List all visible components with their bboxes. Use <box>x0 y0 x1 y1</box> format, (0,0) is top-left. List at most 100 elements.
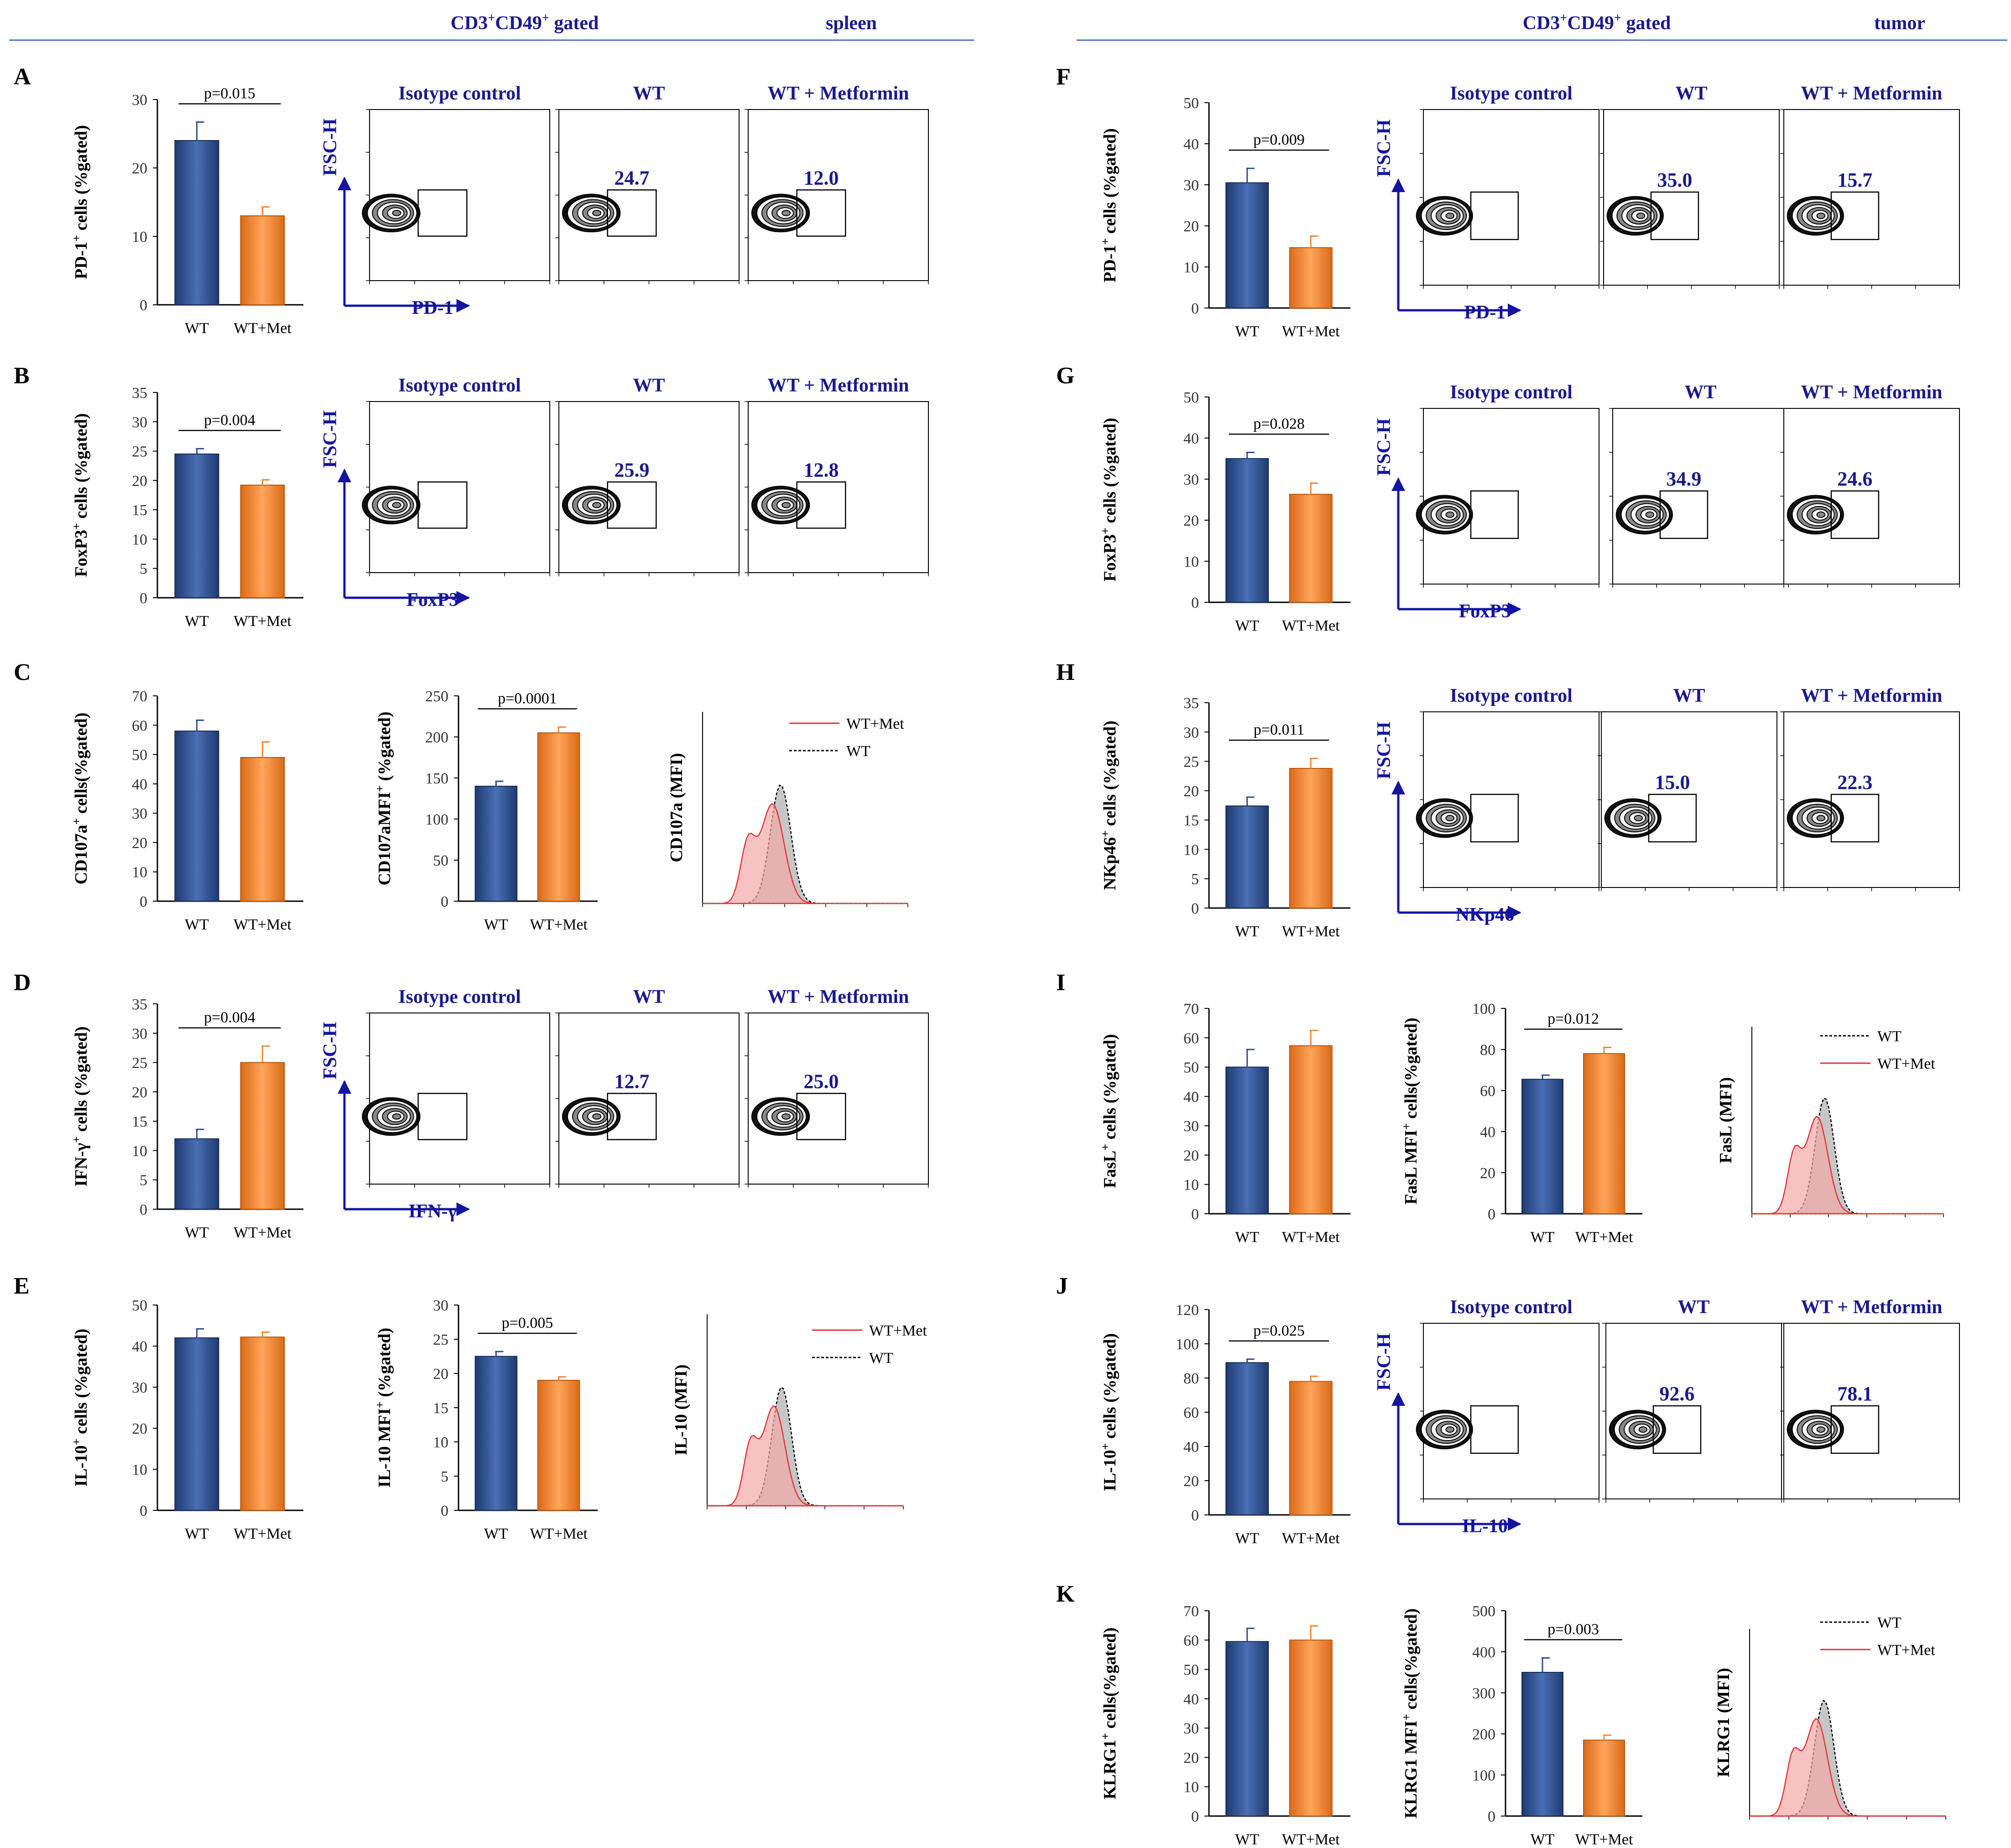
flow-plot-wt: WT 15.0 <box>1598 685 1777 891</box>
y-tick-label: 35 <box>132 996 147 1013</box>
x-tick-label: WT+Met <box>234 320 292 337</box>
y-axis-label: NKp46+​ cells (%gated) <box>1099 720 1120 890</box>
gate-box <box>796 189 846 237</box>
fsc-axis-label: FSC-H <box>1374 120 1395 177</box>
x-tick-label: WT+Met <box>530 1525 588 1542</box>
bar-chart-G: 0 10 20 30 40 50 WT WT+Met p=0.028 FoxP3+​ cells … <box>1099 389 1350 634</box>
fsc-axis-label: FSC-H <box>320 119 341 176</box>
x-tick-label: WT <box>1235 323 1259 340</box>
bar-met <box>240 1062 285 1210</box>
gate-box <box>1830 490 1880 539</box>
y-tick-label: 40 <box>1183 136 1199 153</box>
y-tick-label: 50 <box>132 1297 147 1314</box>
y-axis-label: PD-1+​ cells (%gated) <box>1099 128 1120 282</box>
y-tick-label: 0 <box>1191 1507 1199 1524</box>
flow-panel-B: Isotype control WT 25.9 WT + Metformin 12.8 F… <box>320 375 929 611</box>
gate-percentage: 24.7 <box>614 167 649 189</box>
y-tick-label: 50 <box>433 852 448 869</box>
y-tick-label: 30 <box>1183 1720 1199 1737</box>
y-tick-label: 30 <box>132 1025 147 1042</box>
y-tick-label: 20 <box>1183 1749 1199 1766</box>
bar-chart-E2: 0 5 10 15 20 25 30 WT WT+Met p=0.005 IL-10 MFI+​ (… <box>373 1297 598 1542</box>
gate-percentage: 22.3 <box>1837 771 1872 793</box>
flow-plot-title: WT + Metformin <box>767 375 909 396</box>
y-tick-label: 70 <box>132 688 147 705</box>
bar-chart-K2: 0 100 200 300 400 500 WT WT+Met p=0.003 KLRG1 MFI… <box>1400 1603 1642 1848</box>
cell-population-contour <box>392 1113 401 1120</box>
flow-plot-metformin: WT + Metformin 25.0 <box>745 987 929 1188</box>
y-tick-label: 10 <box>1183 841 1199 858</box>
y-tick-label: 10 <box>132 1462 147 1478</box>
cell-population-contour <box>781 209 791 216</box>
gate-box <box>1470 793 1519 843</box>
y-tick-label: 200 <box>1472 1726 1495 1743</box>
p-value: p=0.004 <box>204 1009 255 1026</box>
y-tick-label: 40 <box>1183 1691 1199 1708</box>
gate-percentage: 15.7 <box>1837 169 1872 191</box>
bar-wt <box>1521 1672 1563 1817</box>
flow-plot-title: WT <box>633 83 665 104</box>
y-tick-label: 30 <box>132 805 147 822</box>
gate-percentage: 25.0 <box>803 1070 839 1092</box>
panel-letter-D: D <box>14 970 31 996</box>
y-tick-label: 10 <box>132 229 147 245</box>
bar-chart-J: 0 20 40 60 80 100 120 WT WT+Met p=0.025 IL-10+​ ce… <box>1099 1302 1350 1547</box>
hist-wt <box>707 1387 903 1507</box>
x-tick-label: WT+Met <box>1575 1229 1633 1246</box>
flow-plot-isotype: Isotype control <box>362 83 550 284</box>
x-tick-label: WT <box>1235 1530 1259 1547</box>
y-tick-label: 0 <box>140 297 147 314</box>
bar-wt <box>174 1337 219 1511</box>
p-value: p=0.012 <box>1547 1011 1599 1028</box>
flow-plot-wt: WT 24.7 <box>555 83 740 284</box>
y-tick-label: 30 <box>1183 1118 1199 1135</box>
y-axis-label: FasL MFI+​ cells(%gated) <box>1400 1018 1421 1205</box>
y-tick-label: 0 <box>1191 595 1199 611</box>
flow-plot-wt: WT 92.6 <box>1602 1297 1782 1503</box>
flow-plot-title: WT + Metformin <box>1801 382 1942 403</box>
y-axis-label: KLRG1 MFI+​ cells(%gated) <box>1400 1608 1421 1818</box>
cell-population-contour <box>1634 814 1643 821</box>
y-axis-label: CD107aMFI+​ (%gated) <box>373 711 394 885</box>
p-value: p=0.0001 <box>498 690 557 707</box>
flow-plot-title: WT + Metformin <box>1801 83 1942 104</box>
panel-letter-H: H <box>1056 659 1074 685</box>
bar-wt <box>474 1356 518 1511</box>
y-tick-label: 100 <box>425 811 448 828</box>
y-tick-label: 25 <box>1183 754 1199 771</box>
fsc-axis-label: FSC-H <box>1374 722 1395 779</box>
cell-population-contour <box>592 501 602 508</box>
legend-label: WT <box>869 1350 893 1367</box>
x-tick-label: WT+Met <box>1282 1530 1340 1547</box>
flow-plot-metformin: WT + Metformin 22.3 <box>1780 685 1960 891</box>
hist-y-label: FasL (MFI) <box>1716 1077 1735 1164</box>
y-axis-label: KLRG1+​ cells(%gated) <box>1099 1628 1120 1800</box>
hist-met <box>707 1405 903 1507</box>
y-tick-label: 60 <box>1183 1632 1199 1649</box>
marker-axis-label: PD-1 <box>1464 302 1506 323</box>
bar-wt <box>174 140 219 305</box>
p-value: p=0.025 <box>1253 1322 1305 1339</box>
y-axis-label: IFN-γ+​ cells (%gated) <box>70 1026 91 1186</box>
gate-percentage: 78.1 <box>1837 1383 1872 1405</box>
flow-plot-title: Isotype control <box>398 375 521 396</box>
flow-plot-isotype: Isotype control <box>1416 83 1599 289</box>
y-tick-label: 25 <box>433 1331 448 1348</box>
bar-chart-D: 0 5 10 15 20 25 30 35 WT WT+Met p=0.004 IFN-γ+​ cel… <box>70 996 303 1241</box>
cell-population-contour <box>392 209 401 216</box>
p-value: p=0.011 <box>1254 721 1304 738</box>
gate-box <box>796 481 846 529</box>
bar-chart-I: 0 10 20 30 40 50 60 70 WT WT+Met FasL+​ cells (%ga… <box>1099 1001 1350 1246</box>
y-tick-label: 5 <box>140 1172 147 1189</box>
bar-met <box>537 732 580 902</box>
y-tick-label: 200 <box>425 729 448 746</box>
y-tick-label: 20 <box>132 835 147 851</box>
cell-population-contour <box>1638 1426 1648 1433</box>
y-tick-label: 20 <box>1183 218 1199 235</box>
hist-met <box>1750 1717 1946 1817</box>
y-axis-label: IL-10+​ cells (%gated) <box>1099 1333 1120 1491</box>
panel-letter-B: B <box>14 363 30 389</box>
bar-met <box>240 215 285 305</box>
y-tick-label: 20 <box>132 473 147 490</box>
hist-wt <box>703 784 908 904</box>
